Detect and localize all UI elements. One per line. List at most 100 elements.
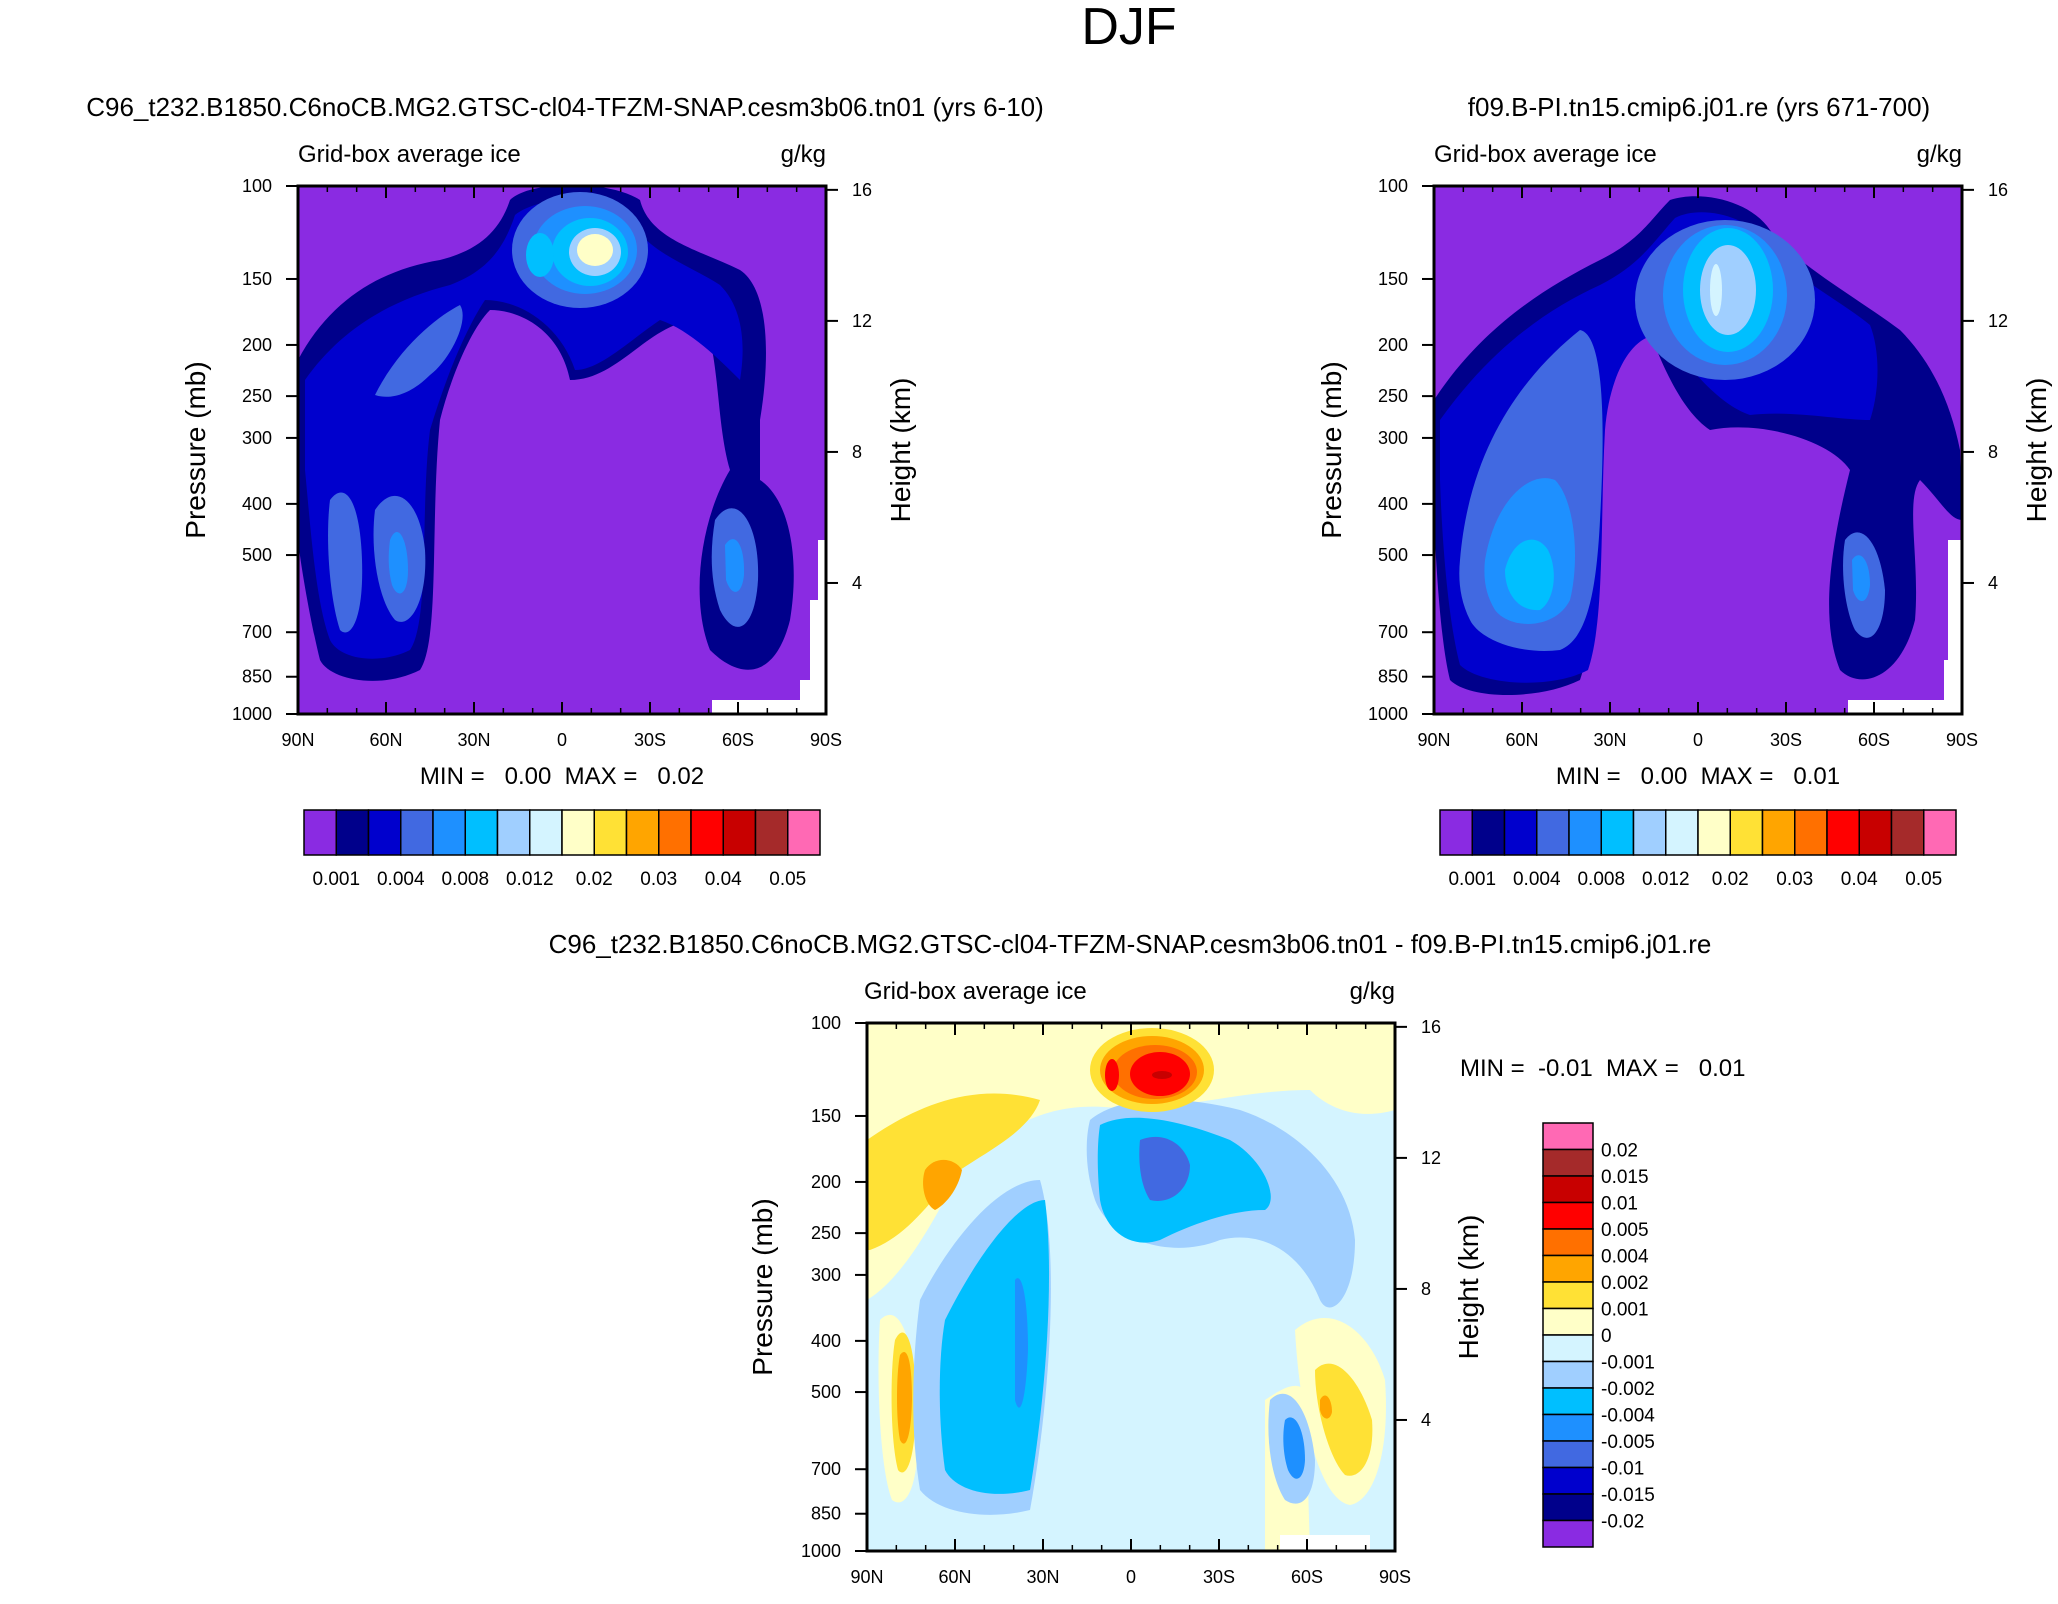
panel-3-x-tick-label: 60N — [938, 1567, 971, 1587]
panel-3-positive-midlat-core — [923, 1159, 962, 1210]
panel-3-colorbar-swatch — [1542, 1493, 1594, 1522]
panel-3-y2-tick-label: 16 — [1421, 1017, 1441, 1037]
panel-3-colorbar-label: 0.001 — [1601, 1300, 1649, 1321]
panel-2-colorbar: 0.001 0.004 0.008 0.012 0.02 0.03 0.04 0.05 — [1439, 809, 1957, 890]
panel-3-positive-south-core — [1320, 1395, 1332, 1419]
panel-2-y-tick-label: 100 — [1378, 176, 1408, 196]
panel-2-colorbar-swatch — [1794, 809, 1828, 856]
panel-2-colorbar-swatch — [1568, 809, 1602, 856]
panel-2-colorbar-swatch — [1632, 809, 1667, 856]
panel-1-colorbar-swatch — [690, 809, 724, 856]
panel-1-y-axis-label: Pressure (mb) — [180, 361, 211, 538]
panel-2-surface-mask — [1848, 540, 1962, 714]
panel-1-colorbar-swatch — [496, 809, 531, 856]
panel-3-colorbar-label: 0.004 — [1601, 1247, 1649, 1268]
panel-1-x-tick-label: 30S — [634, 730, 666, 750]
panel-3-surface-mask — [1280, 1535, 1370, 1551]
panel-2-y-tick-label: 400 — [1378, 494, 1408, 514]
panel-2-colorbar-swatch — [1890, 809, 1925, 856]
panel-3-x-tick-label: 30N — [1026, 1567, 1059, 1587]
panel-3-colorbar-label: 0 — [1601, 1326, 1612, 1347]
panel-2-colorbar-label: 0.008 — [1577, 869, 1625, 890]
panel-2-y-tick-label: 200 — [1378, 335, 1408, 355]
panel-3-colorbar-label: -0.02 — [1601, 1512, 1644, 1533]
panel-1-y-tick-label: 400 — [242, 494, 272, 514]
panel-3-variable-label: Grid-box average ice — [864, 978, 1087, 1005]
panel-3-x-tick-label: 0 — [1126, 1567, 1136, 1587]
panel-1-variable-label: Grid-box average ice — [298, 141, 521, 168]
panel-3: C96_t232.B1850.C6noCB.MG2.GTSC-cl04-TFZM… — [549, 929, 1746, 1587]
panel-3-colorbar-swatch — [1542, 1148, 1594, 1177]
panel-1-units-label: g/kg — [781, 141, 826, 168]
panel-2-colorbar-label: 0.012 — [1642, 869, 1690, 890]
panel-2: f09.B-PI.tn15.cmip6.j01.re (yrs 671-700)… — [1316, 92, 2052, 890]
page-title: DJF — [1081, 0, 1176, 56]
panel-2-x-tick-label: 90S — [1946, 730, 1978, 750]
panel-3-colorbar-label: -0.001 — [1601, 1353, 1655, 1374]
panel-2-min-max: MIN = 0.00 MAX = 0.01 — [1556, 763, 1840, 790]
panel-2-x-tick-label: 90N — [1417, 730, 1450, 750]
panel-1-y-tick-label: 700 — [242, 622, 272, 642]
panel-3-y-tick-label: 700 — [811, 1459, 841, 1479]
panel-1-y2-tick-label: 8 — [852, 442, 862, 462]
panel-2-y2-tick-label: 12 — [1988, 311, 2008, 331]
panel-3-axes: 90N 60N 30N 0 30S 60S 90S 100 150 200 250 300 400 500… — [801, 1013, 1441, 1587]
panel-1-min-max: MIN = 0.00 MAX = 0.02 — [420, 763, 704, 790]
panel-2-colorbar-swatch — [1503, 809, 1538, 856]
panel-1-colorbar-swatch — [464, 809, 499, 856]
panel-1-contour-b — [328, 492, 363, 633]
panel-1-y2-tick-label: 12 — [852, 311, 872, 331]
panel-1-y-tick-label: 300 — [242, 428, 272, 448]
panel-3-colorbar-label: 0.02 — [1601, 1141, 1638, 1162]
panel-3-colorbar-label: 0.015 — [1601, 1167, 1649, 1188]
panel-3-colorbar-swatch — [1542, 1122, 1594, 1151]
panel-1-colorbar-swatch — [400, 809, 434, 856]
panel-1-y-tick-label: 500 — [242, 545, 272, 565]
panel-2-colorbar-swatch — [1600, 809, 1635, 856]
panel-2-y-axis-label: Pressure (mb) — [1316, 361, 1347, 538]
panel-3-x-tick-label: 90S — [1379, 1567, 1411, 1587]
panel-2-colorbar-swatch — [1665, 809, 1699, 856]
panel-2-colorbar-label: 0.004 — [1513, 869, 1561, 890]
panel-3-y-tick-label: 1000 — [801, 1541, 841, 1561]
panel-3-y-tick-label: 850 — [811, 1504, 841, 1524]
panel-3-colorbar: 0.02 0.015 0.01 0.005 0.004 0.002 0.001 0 -0.001… — [1542, 1122, 1655, 1548]
panel-3-colorbar-swatch — [1542, 1413, 1594, 1442]
panel-1-x-tick-label: 90N — [281, 730, 314, 750]
panel-1-y-tick-label: 1000 — [232, 704, 272, 724]
panel-2-colorbar-label: 0.001 — [1448, 869, 1496, 890]
panel-1-contour-e — [388, 531, 408, 594]
panel-1-colorbar-swatch — [432, 809, 466, 856]
panel-3-negative-upper-inner — [1139, 1136, 1190, 1201]
panel-3-negative-core-line — [1015, 1278, 1028, 1408]
panel-2-jet-core-3 — [1700, 245, 1756, 335]
panel-1-x-tick-label: 0 — [557, 730, 567, 750]
panel-2-axes: 90N 60N 30N 0 30S 60S 90S 100 150 200 250 300 400 500… — [1368, 176, 2008, 750]
panel-2-contour-e — [1852, 555, 1870, 602]
panel-1-colorbar-swatch — [561, 809, 595, 856]
panel-2-y2-axis-label: Height (km) — [2021, 378, 2052, 523]
panel-3-positive-south-band — [1315, 1363, 1373, 1476]
panel-1-y2-axis-label: Height (km) — [885, 378, 916, 523]
panel-3-colorbar-swatch — [1542, 1201, 1594, 1230]
panel-2-y-tick-label: 250 — [1378, 386, 1408, 406]
panel-3-colorbar-swatch — [1542, 1228, 1594, 1257]
panel-1-title: C96_t232.B1850.C6noCB.MG2.GTSC-cl04-TFZM… — [86, 92, 1044, 122]
panel-1-colorbar-label: 0.05 — [769, 869, 806, 890]
panel-3-x-tick-label: 60S — [1291, 1567, 1323, 1587]
panel-2-colorbar-swatch — [1858, 809, 1893, 856]
panel-2-y2-tick-label: 16 — [1988, 180, 2008, 200]
panel-1-x-tick-label: 60S — [722, 730, 754, 750]
panel-1-y2-tick-label: 4 — [852, 573, 862, 593]
panel-2-colorbar-swatch — [1697, 809, 1731, 856]
panel-3-units-label: g/kg — [1350, 978, 1395, 1005]
panel-3-colorbar-label: 0.005 — [1601, 1220, 1649, 1241]
panel-2-colorbar-swatch — [1923, 809, 1957, 856]
panel-2-units-label: g/kg — [1917, 141, 1962, 168]
panel-1-y-tick-label: 100 — [242, 176, 272, 196]
panel-1-y-tick-label: 150 — [242, 269, 272, 289]
panel-2-title: f09.B-PI.tn15.cmip6.j01.re (yrs 671-700) — [1468, 92, 1930, 122]
panel-3-jet-positive-4 — [1105, 1059, 1119, 1091]
panel-3-colorbar-label: 0.01 — [1601, 1194, 1638, 1215]
